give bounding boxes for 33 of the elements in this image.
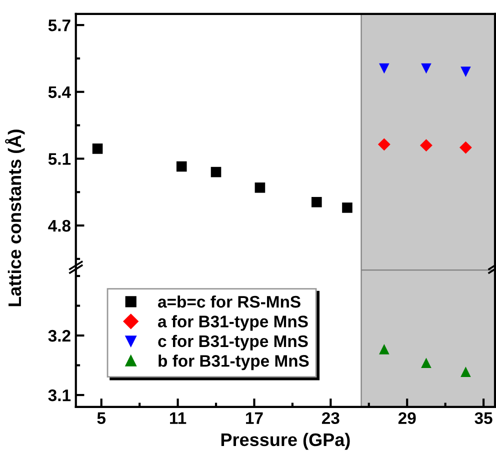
y-tick-label: 3.1 xyxy=(48,389,71,402)
x-tick-label: 29 xyxy=(398,412,416,424)
point xyxy=(460,366,471,377)
point xyxy=(378,138,390,151)
y-tick-label: 5.1 xyxy=(48,153,71,165)
x-tick-label: 23 xyxy=(322,412,340,424)
point xyxy=(459,141,472,154)
x-tick-label: 17 xyxy=(246,412,263,424)
point xyxy=(92,144,103,154)
legend-label: a=b=c for RS-MnS xyxy=(158,295,300,308)
point xyxy=(421,358,432,368)
legend-label: a for B31-type MnS xyxy=(158,315,308,331)
point xyxy=(379,63,390,74)
y-tick-label: 5.7 xyxy=(48,20,70,32)
y-tick-label: 3.2 xyxy=(48,330,70,342)
point xyxy=(254,182,266,193)
legend-label: b for B31-type MnS xyxy=(158,354,309,370)
y-tick-label: 4.8 xyxy=(48,220,71,232)
point xyxy=(312,196,322,208)
x-tick-label: 11 xyxy=(170,412,186,424)
point xyxy=(176,161,187,172)
legend-label: c for B31-type MnS xyxy=(158,334,308,350)
x-tick-label: 5 xyxy=(97,412,106,424)
y-axis-title: Lattice constants (Å) xyxy=(5,130,25,306)
point xyxy=(421,63,432,74)
point xyxy=(342,202,352,213)
point xyxy=(210,166,222,178)
point xyxy=(420,139,432,152)
x-tick-label: 35 xyxy=(474,412,492,424)
point xyxy=(460,66,471,77)
point xyxy=(379,344,390,354)
y-tick-label: 5.4 xyxy=(48,86,71,98)
x-axis-title: Pressure (GPa) xyxy=(221,432,350,450)
